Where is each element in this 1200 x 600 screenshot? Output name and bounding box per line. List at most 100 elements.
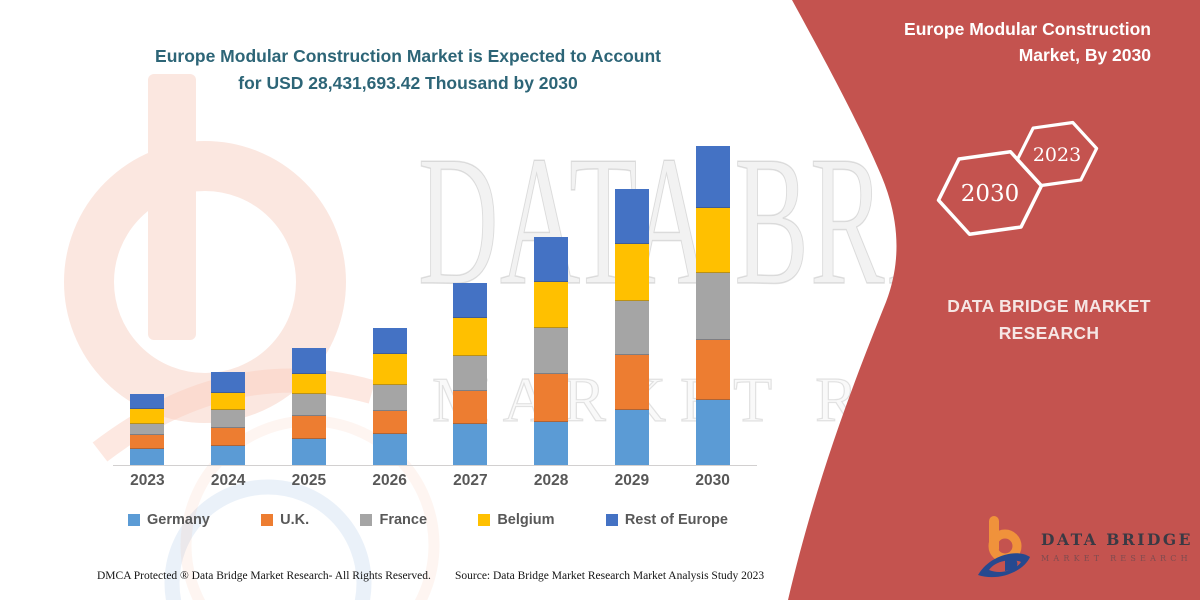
bar-column-2029 xyxy=(592,120,673,465)
bar-column-2025 xyxy=(269,120,350,465)
x-axis-label-2028: 2028 xyxy=(533,472,569,489)
bar-segment-germany-2027 xyxy=(453,424,488,465)
legend-label: Germany xyxy=(147,512,210,528)
bar-segment-u-k--2029 xyxy=(614,355,649,410)
bar-stack-2030 xyxy=(695,146,730,465)
footer-source-text: Source: Data Bridge Market Research Mark… xyxy=(455,570,765,582)
legend-swatch xyxy=(605,514,618,526)
bar-stack-2026 xyxy=(372,328,407,465)
bar-columns xyxy=(107,120,753,465)
bar-column-2023 xyxy=(107,120,188,465)
footer-dmca-text: DMCA Protected ® Data Bridge Market Rese… xyxy=(97,570,431,582)
bar-segment-germany-2025 xyxy=(291,439,326,465)
x-axis-label-2025: 2025 xyxy=(291,472,327,489)
bar-segment-france-2026 xyxy=(372,385,407,411)
hexagon-2023-label: 2023 xyxy=(1033,144,1081,166)
bar-segment-belgium-2028 xyxy=(534,282,569,328)
bar-column-2030 xyxy=(672,120,753,465)
bar-stack-2025 xyxy=(291,348,326,465)
bar-segment-u-k--2026 xyxy=(372,411,407,434)
chart-title-line2: for USD 28,431,693.42 Thousand by 2030 xyxy=(238,73,578,94)
bar-segment-germany-2023 xyxy=(130,449,165,465)
bar-segment-belgium-2027 xyxy=(453,318,488,356)
bar-segment-germany-2028 xyxy=(534,422,569,465)
bar-segment-france-2029 xyxy=(614,301,649,355)
legend-label: Rest of Europe xyxy=(624,512,728,528)
x-axis-labels: 2023 2024 2025 2026 2027 2028 2029 2030 xyxy=(107,472,753,490)
legend-swatch xyxy=(360,514,373,526)
legend-label: Belgium xyxy=(497,512,555,528)
bar-segment-belgium-2025 xyxy=(291,374,326,394)
chart-title-line1: Europe Modular Construction Market is Ex… xyxy=(155,46,661,66)
x-axis-label-2029: 2029 xyxy=(614,472,650,489)
stacked-bar-chart: 2023 2024 2025 2026 2027 2028 2029 2030 xyxy=(107,120,757,489)
hexagon-2030-label: 2030 xyxy=(961,181,1020,207)
x-axis-label-2026: 2026 xyxy=(372,472,407,489)
data-bridge-logo: DATA BRIDGE MARKET RESEARCH xyxy=(975,512,1193,586)
bar-column-2024 xyxy=(188,120,269,465)
bar-segment-germany-2026 xyxy=(372,434,407,465)
bar-segment-france-2027 xyxy=(453,356,488,391)
x-axis-label-2023: 2023 xyxy=(130,472,165,489)
x-axis-label-2024: 2024 xyxy=(210,472,246,489)
bar-segment-belgium-2024 xyxy=(211,393,246,410)
bar-segment-france-2023 xyxy=(130,424,165,435)
bar-segment-rest-of-europe-2026 xyxy=(372,328,407,354)
chart-legend: Germany U.K. France Belgium Rest of Europe xyxy=(128,512,728,528)
bar-segment-belgium-2030 xyxy=(695,208,730,273)
bar-column-2028 xyxy=(511,120,592,465)
bar-segment-rest-of-europe-2030 xyxy=(695,146,730,208)
bar-stack-2029 xyxy=(614,189,649,465)
bar-segment-rest-of-europe-2025 xyxy=(291,348,326,374)
bar-segment-rest-of-europe-2029 xyxy=(614,189,649,244)
bar-segment-germany-2029 xyxy=(614,410,649,465)
data-bridge-logo-icon xyxy=(978,516,1030,578)
bar-segment-rest-of-europe-2024 xyxy=(211,372,246,393)
side-panel-title: Europe Modular Construction Market, By 2… xyxy=(904,19,1151,66)
legend-swatch xyxy=(128,514,140,526)
bar-segment-belgium-2023 xyxy=(130,409,165,424)
bar-segment-u-k--2025 xyxy=(291,416,326,439)
legend-item-france: France xyxy=(360,512,427,528)
x-axis-label-2030: 2030 xyxy=(695,472,730,489)
legend-item-belgium: Belgium xyxy=(478,512,555,528)
bar-segment-belgium-2029 xyxy=(614,244,649,301)
bar-segment-germany-2030 xyxy=(695,400,730,465)
legend-item-rest-of-europe: Rest of Europe xyxy=(605,512,728,528)
bar-segment-belgium-2026 xyxy=(372,354,407,385)
bar-stack-2028 xyxy=(534,237,569,465)
bar-segment-france-2030 xyxy=(695,273,730,340)
logo-name: DATA BRIDGE xyxy=(1041,530,1193,549)
bar-column-2026 xyxy=(349,120,430,465)
bar-segment-u-k--2028 xyxy=(534,374,569,422)
legend-item-germany: Germany xyxy=(128,512,210,528)
bar-stack-2023 xyxy=(130,394,165,465)
x-axis-line xyxy=(113,465,757,466)
legend-swatch xyxy=(261,514,274,526)
x-axis-label-2027: 2027 xyxy=(453,472,488,489)
logo-tagline: MARKET RESEARCH xyxy=(1041,554,1192,563)
hexagon-2023 xyxy=(1015,120,1099,188)
bar-segment-rest-of-europe-2027 xyxy=(453,283,488,318)
bar-segment-france-2024 xyxy=(211,410,246,428)
bar-segment-u-k--2027 xyxy=(453,391,488,424)
bar-segment-u-k--2024 xyxy=(211,428,246,446)
bar-stack-2027 xyxy=(453,283,488,465)
bar-segment-rest-of-europe-2028 xyxy=(534,237,569,282)
bar-stack-2024 xyxy=(211,372,246,465)
legend-label: France xyxy=(379,512,428,528)
chart-title: Europe Modular Construction Market is Ex… xyxy=(108,43,708,97)
legend-label: U.K. xyxy=(280,512,310,528)
panel-brand-text: DATA BRIDGE MARKET RESEARCH xyxy=(947,296,1151,344)
bar-segment-france-2025 xyxy=(291,394,326,416)
bar-segment-germany-2024 xyxy=(211,446,246,465)
bar-column-2027 xyxy=(430,120,511,465)
logo-text: DATA BRIDGE MARKET RESEARCH xyxy=(1041,512,1193,586)
bar-segment-u-k--2023 xyxy=(130,435,165,449)
legend-swatch xyxy=(478,514,491,526)
bar-segment-rest-of-europe-2023 xyxy=(130,394,165,409)
bar-segment-france-2028 xyxy=(534,328,569,374)
legend-item-u-k-: U.K. xyxy=(261,512,309,528)
